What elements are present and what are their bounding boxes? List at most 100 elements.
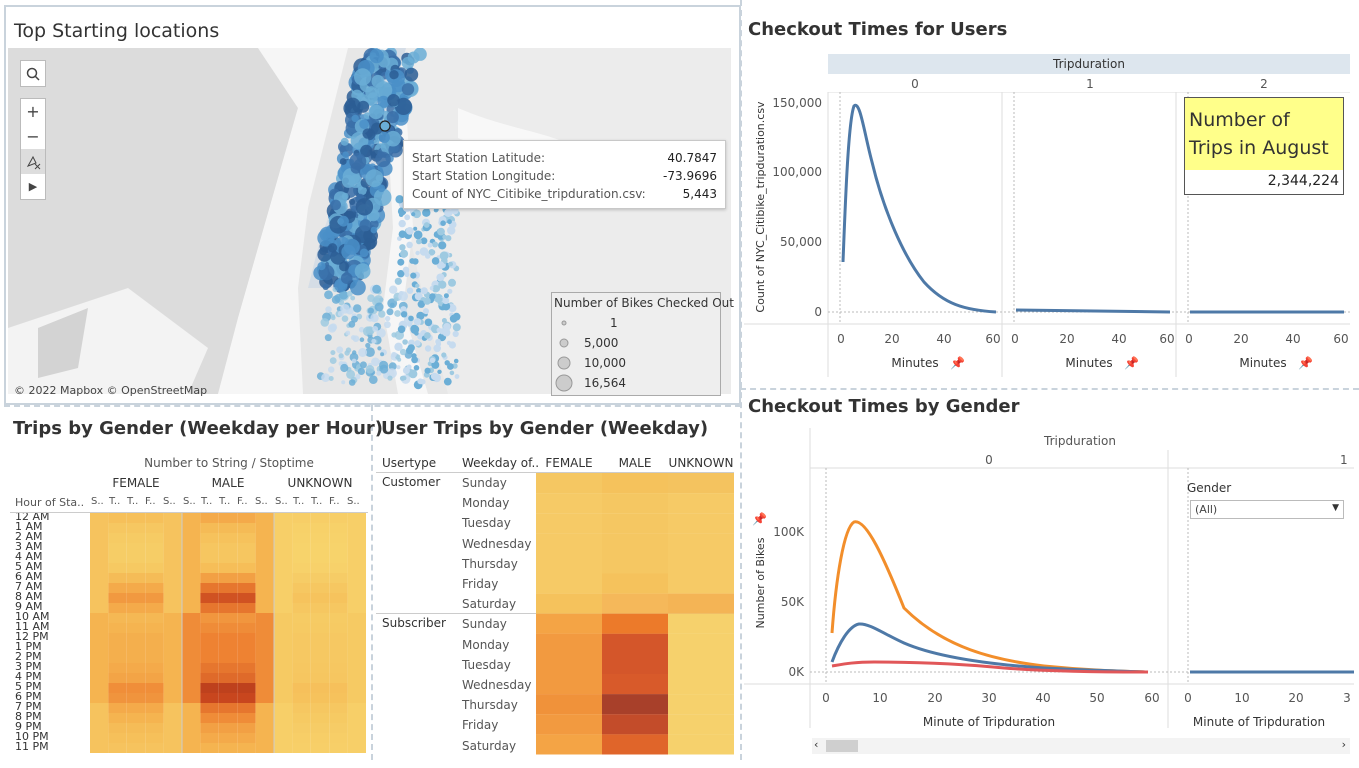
heatmap-cell bbox=[145, 513, 164, 523]
heatmap-cell bbox=[274, 703, 293, 713]
station-dot bbox=[448, 278, 456, 287]
hour-heatmap[interactable] bbox=[90, 513, 368, 753]
gender-filter-dropdown[interactable]: (All) ▼ bbox=[1190, 500, 1344, 519]
y-tick: 100,000 bbox=[772, 165, 822, 179]
heatmap-cell bbox=[200, 723, 219, 733]
heatmap-cell bbox=[145, 593, 164, 603]
station-dot bbox=[377, 346, 382, 351]
zoom-in-icon[interactable]: + bbox=[26, 102, 40, 121]
heatmap-cell bbox=[126, 643, 146, 653]
heatmap-cell bbox=[126, 653, 146, 663]
heatmap-cell bbox=[108, 613, 127, 623]
station-dot bbox=[417, 300, 425, 308]
checkout-gender-chart[interactable]: Number of Bikes 📌 100K 50K 0K 0 10 20 30 40 5… bbox=[744, 428, 1356, 756]
scrollbar-thumb[interactable] bbox=[826, 740, 858, 752]
hour-row-header: Hour of Sta.. bbox=[15, 496, 85, 509]
heatmap-cell bbox=[90, 633, 109, 643]
svg-text:60: 60 bbox=[1159, 332, 1174, 346]
day-column-label: T.. bbox=[293, 496, 305, 507]
station-dot bbox=[339, 261, 349, 272]
station-dot bbox=[373, 188, 392, 206]
station-dot bbox=[399, 291, 404, 296]
zoom-out-icon[interactable]: − bbox=[26, 127, 40, 146]
station-dot bbox=[419, 247, 429, 256]
heatmap-cell bbox=[274, 623, 293, 633]
station-dot bbox=[359, 119, 369, 129]
y-tick: 100K bbox=[773, 525, 805, 539]
station-dot bbox=[399, 244, 406, 251]
station-dot bbox=[432, 241, 439, 248]
map-tooltip: Start Station Latitude: 40.7847 Start Sta… bbox=[403, 140, 726, 209]
weekday-label: Tuesday bbox=[462, 657, 511, 672]
heatmap-cell bbox=[310, 553, 330, 563]
map-canvas[interactable]: + − ▶ bbox=[8, 48, 731, 394]
station-dot bbox=[402, 266, 410, 273]
map-svg[interactable] bbox=[8, 48, 731, 394]
heatmap-cell bbox=[255, 703, 274, 713]
heatmap-cell bbox=[329, 613, 348, 623]
station-dot bbox=[353, 304, 362, 313]
y-tick: 0K bbox=[788, 665, 805, 679]
station-dot bbox=[390, 302, 395, 308]
heatmap-cell bbox=[200, 713, 219, 723]
heatmap-cell bbox=[292, 543, 311, 553]
user-heatmap[interactable] bbox=[536, 473, 734, 755]
map-attribution: © 2022 Mapbox © OpenStreetMap bbox=[14, 384, 208, 397]
heatmap-cell bbox=[310, 703, 330, 713]
x-axis-label: Minutes bbox=[1065, 356, 1112, 370]
heatmap-cell bbox=[347, 673, 366, 683]
heatmap-cell bbox=[347, 703, 366, 713]
heatmap-cell bbox=[90, 553, 109, 563]
heatmap-cell bbox=[145, 573, 164, 583]
heatmap-cell bbox=[218, 513, 238, 523]
hour-label: 8 PM bbox=[15, 710, 42, 723]
station-dot bbox=[369, 219, 379, 229]
horizontal-scrollbar[interactable]: ‹ › bbox=[812, 738, 1350, 754]
series-line-panel-0 bbox=[841, 103, 997, 314]
heatmap-cell bbox=[255, 613, 274, 623]
heatmap-cell bbox=[292, 673, 311, 683]
heatmap-cell bbox=[536, 593, 602, 614]
station-dot bbox=[402, 376, 407, 381]
heatmap-cell bbox=[218, 673, 238, 683]
heatmap-cell bbox=[602, 533, 668, 554]
heatmap-cell bbox=[329, 593, 348, 603]
scroll-left-icon[interactable]: ‹ bbox=[814, 738, 819, 751]
y-axis-label: Number of Bikes bbox=[754, 537, 767, 628]
svg-text:60: 60 bbox=[985, 332, 1000, 346]
heatmap-cell bbox=[200, 543, 219, 553]
legend-item: 10,000 bbox=[552, 353, 720, 373]
scroll-right-icon[interactable]: › bbox=[1341, 738, 1346, 751]
station-dot bbox=[319, 247, 328, 256]
heatmap-cell bbox=[163, 643, 182, 653]
pin-reset-icon[interactable] bbox=[21, 149, 45, 174]
station-dot bbox=[328, 376, 334, 381]
station-dot bbox=[412, 209, 422, 219]
heatmap-cell bbox=[255, 533, 274, 543]
heatmap-cell bbox=[200, 623, 219, 633]
heatmap-cell bbox=[145, 713, 164, 723]
heatmap-cell bbox=[292, 523, 311, 533]
trips-hour-title: Trips by Gender (Weekday per Hour) bbox=[13, 418, 384, 439]
map-search-tool[interactable] bbox=[20, 60, 46, 87]
station-dot bbox=[324, 334, 332, 342]
heatmap-cell bbox=[292, 703, 311, 713]
heatmap-cell bbox=[90, 533, 109, 543]
gender-panel-label-0: 0 bbox=[985, 453, 993, 467]
station-dot bbox=[376, 370, 382, 376]
weekday-labels: Sunday Monday Tuesday Wednesday Thursday Frid… bbox=[462, 474, 536, 754]
kpi-value: 2,344,224 bbox=[1267, 173, 1339, 189]
station-dot bbox=[395, 195, 404, 204]
heatmap-cell bbox=[90, 673, 109, 683]
play-icon[interactable]: ▶ bbox=[28, 180, 38, 193]
weekday-label: Tuesday bbox=[462, 516, 511, 531]
station-dot bbox=[413, 365, 420, 371]
x-ticks-panel-2: 0 20 40 60 bbox=[1185, 332, 1348, 346]
search-icon[interactable] bbox=[21, 61, 45, 86]
heatmap-cell bbox=[145, 683, 164, 693]
station-dot bbox=[433, 285, 440, 292]
weekday-label: Friday bbox=[462, 718, 499, 733]
station-dot bbox=[407, 51, 420, 64]
checkout-users-chart[interactable]: Count of NYC_Citibike_tripduration.csv 1… bbox=[744, 92, 1354, 382]
station-dot bbox=[350, 335, 356, 341]
